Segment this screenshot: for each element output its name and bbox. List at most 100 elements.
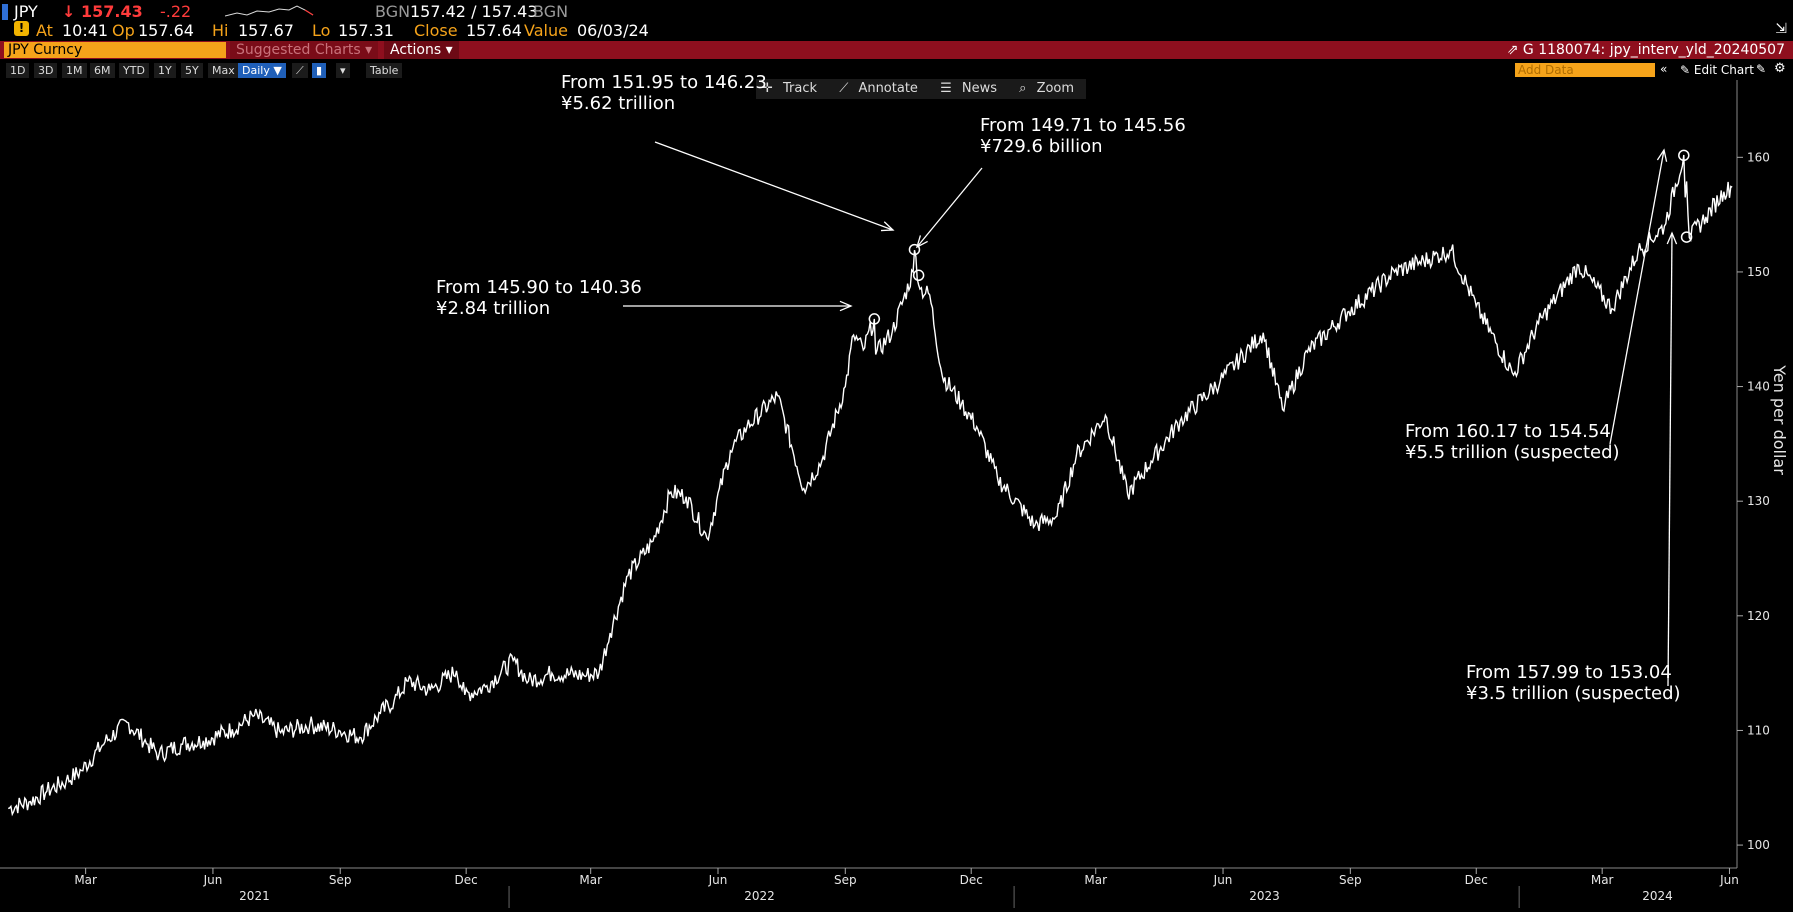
news-label: News — [961, 81, 997, 96]
external-link-icon[interactable]: ⇗ — [1506, 42, 1523, 58]
year-label: 2021 — [239, 889, 270, 903]
y-tick-label: 160 — [1747, 150, 1770, 164]
source-label-2: BGN — [533, 2, 569, 21]
news-button[interactable]: ☰ News — [934, 79, 1009, 99]
track-button[interactable]: ✛ Track — [756, 79, 829, 99]
annotation-line1: From 157.99 to 153.04 — [1466, 662, 1672, 683]
range-1d[interactable]: 1D — [6, 63, 30, 78]
pencil-icon: ✎ — [1680, 63, 1694, 77]
range-5y[interactable]: 5Y — [181, 63, 203, 78]
ticker: JPY — [14, 2, 38, 21]
popout-icon[interactable]: ⇲ — [1775, 21, 1787, 37]
annotation-line2: ¥5.62 trillion — [561, 93, 675, 114]
x-tick-label: Sep — [329, 873, 352, 887]
x-tick-label: Mar — [1084, 873, 1107, 887]
open-label: Op — [112, 21, 135, 40]
y-tick-label: 120 — [1747, 609, 1770, 623]
edit-chart-label: Edit Chart — [1693, 63, 1754, 77]
annotation-arrowhead — [880, 221, 895, 232]
year-label: 2024 — [1642, 889, 1673, 903]
zoom-button[interactable]: ⌕ Zoom — [1013, 79, 1086, 99]
annotation-line1: From 151.95 to 146.23 — [561, 72, 767, 93]
chart-type-dropdown-icon[interactable]: ▾ — [336, 63, 350, 78]
annotation-line2: ¥3.5 trillion (suspected) — [1466, 683, 1681, 704]
range-max[interactable]: Max — [208, 63, 239, 78]
high-label: Hi — [212, 21, 229, 40]
candle-chart-icon[interactable]: ▮ — [312, 63, 327, 78]
annotation-line2: ¥2.84 trillion — [436, 298, 550, 319]
x-tick-label: Sep — [834, 873, 857, 887]
last-price: ↓ 157.43 — [62, 2, 143, 21]
intervention-marker — [912, 269, 925, 282]
gear-icon[interactable]: ⚙ — [1774, 61, 1786, 76]
x-tick-label: Jun — [1719, 873, 1739, 887]
annotation-arrowhead — [915, 235, 928, 249]
range-3d[interactable]: 3D — [34, 63, 58, 78]
annotation-line1: From 149.71 to 145.56 — [980, 115, 1186, 136]
annotation-line2: ¥729.6 billion — [980, 136, 1103, 157]
open-value: 157.64 — [138, 21, 194, 40]
year-label: 2022 — [744, 889, 775, 903]
sparkline — [225, 5, 314, 17]
command-bar: JPY Curncy Suggested Charts ▾ Actions ▾ … — [0, 41, 1793, 59]
annotation-line2: ¥5.5 trillion (suspected) — [1405, 442, 1620, 463]
close-label: Close — [414, 21, 458, 40]
range-1y[interactable]: 1Y — [154, 63, 176, 78]
intervention-marker — [1680, 231, 1693, 243]
intervention-marker — [1678, 149, 1690, 162]
x-tick-label: Jun — [1213, 873, 1233, 887]
y-tick-label: 110 — [1747, 723, 1770, 737]
low-value: 157.31 — [338, 21, 394, 40]
annotation-arrow — [916, 167, 983, 248]
x-tick-label: Jun — [203, 873, 223, 887]
suggested-charts-button[interactable]: Suggested Charts ▾ — [230, 41, 379, 59]
x-axis: Mar Jun Sep Dec Mar Jun Sep Dec Mar Jun Sep Dec Mar J… — [0, 867, 1739, 908]
alert-icon[interactable]: ! — [14, 21, 29, 36]
x-tick-label: Jun — [708, 873, 728, 887]
year-label: 2023 — [1249, 889, 1280, 903]
high-value: 157.67 — [238, 21, 294, 40]
x-tick-label: Mar — [1591, 873, 1614, 887]
x-tick-label: Dec — [1465, 873, 1488, 887]
annotation-arrowhead — [1666, 231, 1678, 245]
table-button[interactable]: Table — [366, 63, 403, 78]
track-label: Track — [783, 81, 818, 96]
quote-time: 10:41 — [62, 21, 109, 40]
actions-menu-button[interactable]: Actions ▾ — [384, 41, 459, 59]
collapse-icon[interactable]: « — [1660, 62, 1668, 76]
source-label: BGN — [375, 2, 411, 21]
line-chart-icon[interactable]: ⟋ — [292, 63, 308, 78]
range-ytd[interactable]: YTD — [119, 63, 149, 78]
edit-chart-button[interactable]: ✎ Edit Chart — [1680, 63, 1754, 78]
x-tick-label: Mar — [579, 873, 602, 887]
low-label: Lo — [312, 21, 331, 40]
x-tick-label: Mar — [74, 873, 97, 887]
security-field[interactable]: JPY Curncy — [4, 42, 226, 58]
annotation-arrow — [1609, 149, 1665, 445]
y-tick-label: 100 — [1747, 838, 1770, 852]
annotate-button[interactable]: ⟋ Annotate — [833, 79, 930, 99]
x-tick-label: Sep — [1339, 873, 1362, 887]
y-tick-label: 130 — [1747, 494, 1770, 508]
chart-id-label: G 1180074: jpy_interv_yld_20240507 — [1522, 42, 1785, 58]
x-tick-label: Dec — [455, 873, 478, 887]
x-tick-label: Dec — [960, 873, 983, 887]
annotation-arrow — [1667, 232, 1673, 687]
intervention-marker — [908, 243, 921, 256]
y-axis-label: Yen per dollar — [1770, 364, 1789, 475]
intervention-marker — [868, 313, 881, 325]
frequency-dropdown[interactable]: Daily ▼ — [238, 63, 286, 78]
range-6m[interactable]: 6M — [90, 63, 115, 78]
annotation-arrowhead — [839, 300, 853, 312]
annotation-line1: From 145.90 to 140.36 — [436, 277, 642, 298]
price-change: -.22 — [160, 2, 192, 21]
edit-icon[interactable]: ✎ — [1756, 62, 1767, 76]
add-data-input[interactable]: Add Data — [1515, 63, 1655, 77]
chart-id: ⇗ G 1180074: jpy_interv_yld_20240507 — [1507, 41, 1785, 59]
range-1m[interactable]: 1M — [62, 63, 87, 78]
value-label: Value — [524, 21, 568, 40]
annotate-label: Annotate — [858, 81, 918, 96]
chart-toolbar: 1D 3D 1M 6M YTD 1Y 5Y Max Daily ▼ ⟋ ▮ ▾ … — [0, 61, 1793, 79]
annotation-arrowhead — [1656, 148, 1668, 162]
